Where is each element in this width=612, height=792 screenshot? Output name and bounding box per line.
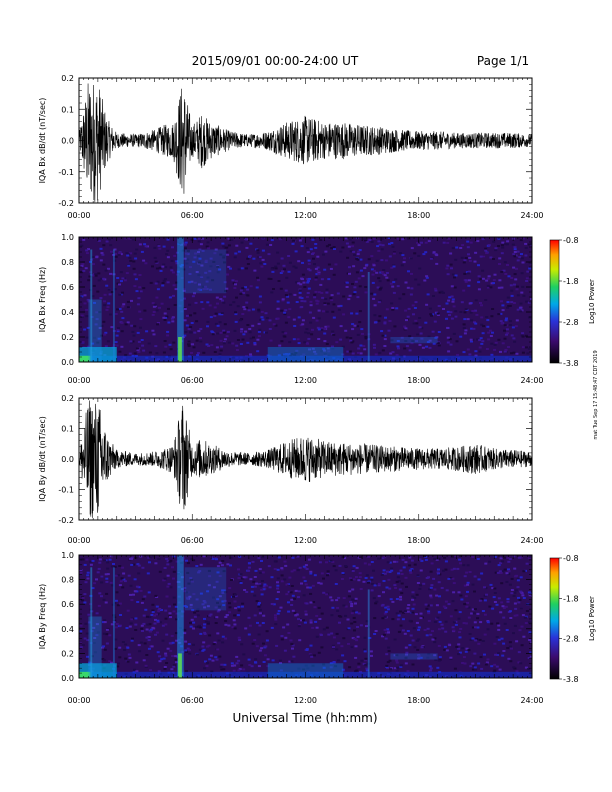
x-tick-label: 06:00 [181,376,204,385]
x-tick-label: 24:00 [520,211,543,220]
x-tick-label: 00:00 [67,211,90,220]
series-trace-1 [79,83,532,203]
y-tick-label: 1.0 [61,233,74,242]
y-tick-label: 0.6 [61,600,74,609]
x-tick-label: 06:00 [181,696,204,705]
x-tick-label: 00:00 [67,376,90,385]
x-tick-label: 24:00 [520,376,543,385]
x-tick-label: 12:00 [294,536,317,545]
x-tick-label: 18:00 [407,696,430,705]
y-tick-label: 0.2 [61,394,74,403]
colorbar-tick-label: -3.8 [563,675,579,684]
colorbar-scale [549,557,560,680]
x-tick-label: 24:00 [520,536,543,545]
y-tick-label: 0.8 [61,576,74,585]
x-tick-label: 18:00 [407,536,430,545]
y-tick-label: 1.0 [61,551,74,560]
y-tick-label: -0.1 [58,486,74,495]
y-tick-label: 0.2 [61,74,74,83]
panel-3: 00:00 06:00 12:00 18:00 24:00 0.2 0.1 0.0 -0.1 -0… [38,394,544,545]
x-tick-label: 00:00 [67,696,90,705]
page-indicator: Page 1/1 [477,54,529,68]
y-tick-label: 0.0 [61,455,74,464]
colorbar-tick-label: -1.8 [563,594,579,603]
x-tick-label: 18:00 [407,211,430,220]
x-axis-label: Universal Time (hh:mm) [232,711,377,725]
y-tick-label: 0.2 [61,649,74,658]
y-tick-label: 0.4 [61,625,74,634]
colorbar-label: Log10 Power [588,596,596,641]
y-tick-label: 0.1 [61,425,74,434]
x-tick-label: 18:00 [407,376,430,385]
y-axis-label-4: IQA By Freq (Hz) [38,584,47,650]
y-axis-label-2: IQA Bx Freq (Hz) [38,267,47,333]
y-tick-label: 0.0 [61,358,74,367]
y-tick-label: -0.2 [58,199,74,208]
colorbar-tick-label: -0.8 [563,236,579,245]
y-tick-label: 0.4 [61,308,74,317]
panels: 00:00 06:00 12:00 18:00 24:00 0.2 0.1 0.0 -0.1 -0… [38,74,596,705]
colorbar-tick-label: -1.8 [563,277,579,286]
y-tick-label: 0.2 [61,333,74,342]
y-axis-label-3: IQA By dB/dt (nT/sec) [38,416,47,502]
y-tick-label: 0.0 [61,674,74,683]
colorbar-scale [549,239,560,364]
colorbar-tick-label: -2.8 [563,635,579,644]
colorbar-2: -0.8 -1.8 -2.8 -3.8 Log10 Power [549,236,596,368]
figure-title: 2015/09/01 00:00-24:00 UT [192,54,359,68]
y-axis-label-1: IQA Bx dB/dt (nT/sec) [38,98,47,184]
colorbar-label: Log10 Power [588,279,596,324]
x-tick-label: 06:00 [181,536,204,545]
x-tick-label: 12:00 [294,696,317,705]
panel-1: 00:00 06:00 12:00 18:00 24:00 0.2 0.1 0.0 -0.1 -0… [38,74,544,220]
y-tick-label: 0.8 [61,258,74,267]
y-tick-label: 0.0 [61,137,74,146]
colorbar-tick-label: -0.8 [563,554,579,563]
x-tick-label: 00:00 [67,536,90,545]
colorbar-tick-label: -2.8 [563,318,579,327]
series-trace-3 [79,400,532,518]
colorbar-4: -0.8 -1.8 -2.8 -3.8 Log10 Power [549,554,596,684]
y-tick-label: 0.6 [61,283,74,292]
spectrogram-4 [79,555,532,678]
side-stamp: mat Tue Sep 17 15:48:47 CDT 2019 [593,350,599,439]
y-tick-label: -0.1 [58,168,74,177]
panel-4: 00:00 06:00 12:00 18:00 24:00 1.0 0.8 0.6 0.4 0.2… [38,551,544,705]
colorbar-tick-label: -3.8 [563,359,579,368]
x-tick-label: 06:00 [181,211,204,220]
x-tick-label: 12:00 [294,376,317,385]
x-tick-label: 12:00 [294,211,317,220]
y-tick-label: -0.2 [58,516,74,525]
x-tick-label: 24:00 [520,696,543,705]
panel-2: 00:00 06:00 12:00 18:00 24:00 1.0 0.8 0.6 0.4 0.2… [38,233,544,385]
y-tick-label: 0.1 [61,105,74,114]
spectrogram-2 [79,237,532,362]
